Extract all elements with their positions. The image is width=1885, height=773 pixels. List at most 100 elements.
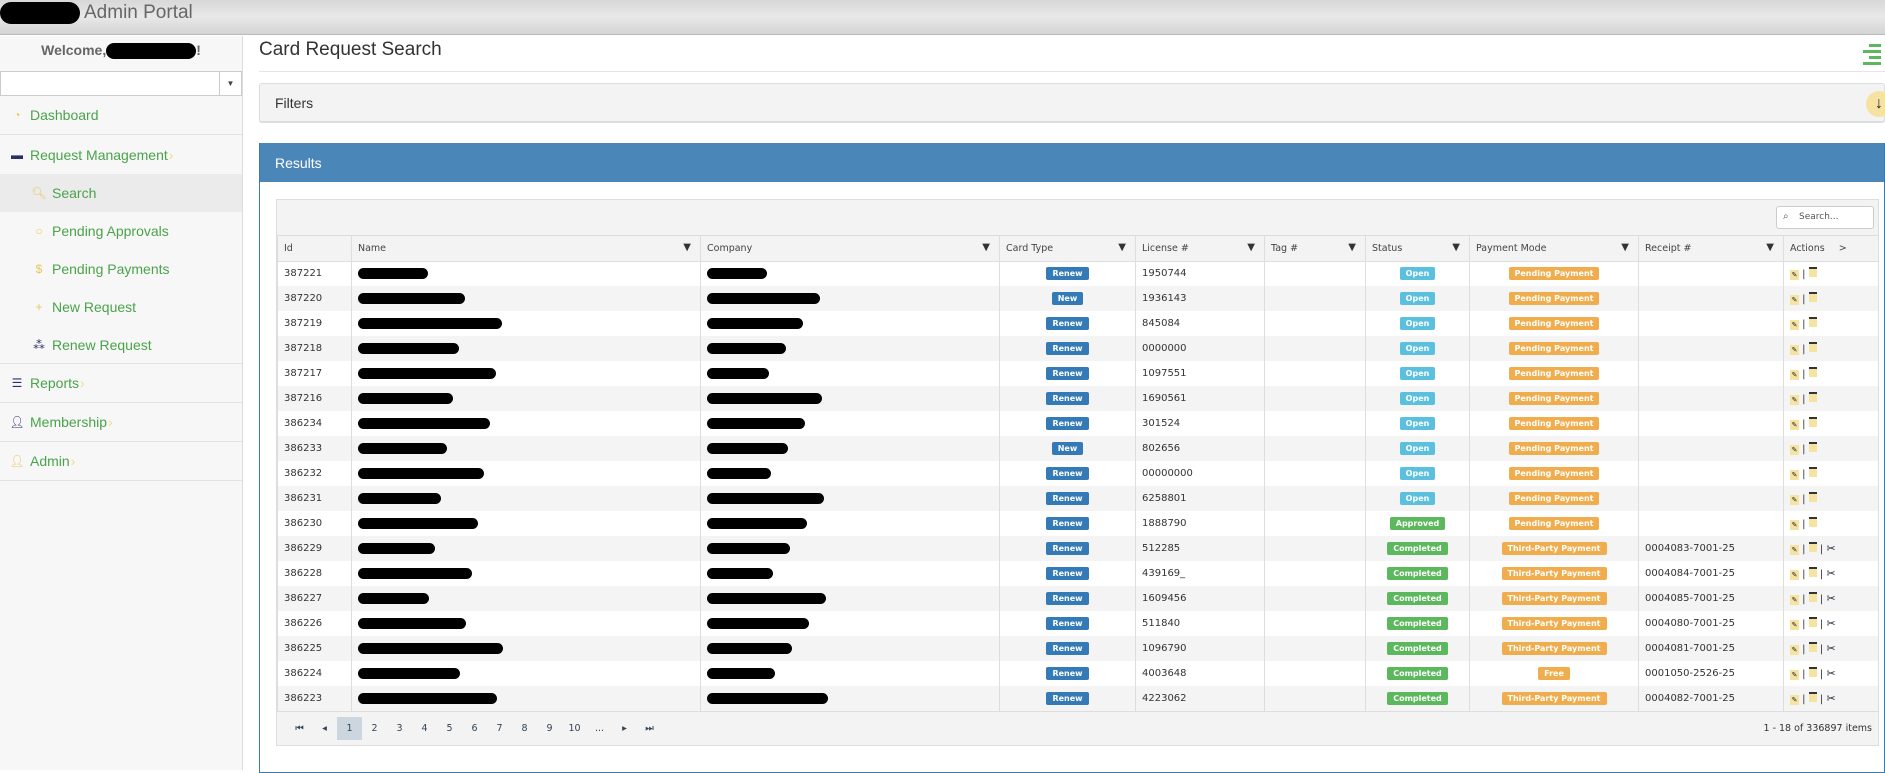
page-button[interactable]: 3: [396, 723, 403, 734]
edit-icon[interactable]: ✎: [1790, 495, 1799, 505]
table-row[interactable]: 386234 Renew 301524 Open Pending Payment ✎ |: [277, 411, 1878, 436]
sidebar-item-search[interactable]: 🔍︎ Search: [0, 174, 242, 212]
table-row[interactable]: 386230 Renew 1888790 Approved Pending Paymen…: [277, 511, 1878, 536]
receipt-icon[interactable]: ✂: [1826, 692, 1836, 705]
delete-icon[interactable]: [1808, 692, 1817, 702]
table-row[interactable]: 387217 Renew 1097551 Open Pending Payment ✎ |: [277, 361, 1878, 386]
column-header-card-type[interactable]: Card Type ▼: [999, 236, 1136, 262]
edit-icon[interactable]: ✎: [1790, 420, 1799, 430]
sidebar-item-pending-payments[interactable]: $ Pending Payments: [0, 250, 242, 288]
filter-icon[interactable]: ▼: [1118, 242, 1126, 253]
page-button[interactable]: 9: [546, 723, 553, 734]
column-header-company[interactable]: Company ▼: [700, 236, 1000, 262]
page-button[interactable]: 10: [568, 723, 581, 734]
delete-icon[interactable]: [1808, 617, 1817, 627]
sidebar-item-renew-request[interactable]: ⁂ Renew Request: [0, 326, 242, 364]
table-row[interactable]: 387216 Renew 1690561 Open Pending Payment ✎ |: [277, 386, 1878, 411]
delete-icon[interactable]: [1808, 442, 1817, 452]
table-row[interactable]: 386229 Renew 512285 Completed Third-Party Pa…: [277, 536, 1878, 561]
page-button[interactable]: 4: [421, 723, 428, 734]
table-row[interactable]: 386228 Renew 439169_ Completed Third-Party P…: [277, 561, 1878, 586]
filter-icon[interactable]: ▼: [1247, 242, 1255, 253]
page-button[interactable]: ...: [594, 723, 605, 734]
edit-icon[interactable]: ✎: [1790, 670, 1799, 680]
edit-icon[interactable]: ✎: [1790, 695, 1799, 705]
sidebar-item-request-management[interactable]: ▬ Request Management ›: [0, 135, 242, 174]
menu-icon[interactable]: [1861, 41, 1881, 65]
column-header-tag[interactable]: Tag # ▼: [1264, 236, 1366, 262]
edit-icon[interactable]: ✎: [1790, 320, 1799, 330]
delete-icon[interactable]: [1808, 342, 1817, 352]
delete-icon[interactable]: [1808, 567, 1817, 577]
column-header-name[interactable]: Name ▼: [351, 236, 701, 262]
page-button[interactable]: 2: [371, 723, 378, 734]
page-button[interactable]: 7: [496, 723, 503, 734]
table-row[interactable]: 387218 Renew 0000000 Open Pending Payment ✎ |: [277, 336, 1878, 361]
table-row[interactable]: 387221 Renew 1950744 Open Pending Payment ✎ |: [277, 261, 1878, 286]
chevron-down-icon[interactable]: ▼: [219, 72, 241, 95]
columns-more-button[interactable]: >: [1838, 242, 1847, 254]
sidebar-item-admin[interactable]: 👤︎ Admin ›: [0, 442, 242, 481]
table-row[interactable]: 386226 Renew 511840 Completed Third-Party Pa…: [277, 611, 1878, 636]
table-row[interactable]: 386231 Renew 6258801 Open Pending Payment ✎ |: [277, 486, 1878, 511]
table-row[interactable]: 386223 Renew 4223062 Completed Third-Party P…: [277, 686, 1878, 711]
edit-icon[interactable]: ✎: [1790, 545, 1799, 555]
table-row[interactable]: 386232 Renew 00000000 Open Pending Payment ✎ …: [277, 461, 1878, 486]
next-page-button[interactable]: ▸: [622, 723, 627, 734]
column-header-id[interactable]: Id: [277, 236, 352, 262]
edit-icon[interactable]: ✎: [1790, 620, 1799, 630]
delete-icon[interactable]: [1808, 317, 1817, 327]
edit-icon[interactable]: ✎: [1790, 520, 1799, 530]
table-row[interactable]: 387219 Renew 845084 Open Pending Payment ✎ |: [277, 311, 1878, 336]
filter-icon[interactable]: ▼: [982, 242, 990, 253]
table-row[interactable]: 386227 Renew 1609456 Completed Third-Party P…: [277, 586, 1878, 611]
table-row[interactable]: 387220 New 1936143 Open Pending Payment ✎ |: [277, 286, 1878, 311]
delete-icon[interactable]: [1808, 292, 1817, 302]
edit-icon[interactable]: ✎: [1790, 595, 1799, 605]
filters-panel[interactable]: Filters ↓: [259, 83, 1885, 123]
delete-icon[interactable]: [1808, 492, 1817, 502]
sidebar-item-new-request[interactable]: + New Request: [0, 288, 242, 326]
edit-icon[interactable]: ✎: [1790, 395, 1799, 405]
delete-icon[interactable]: [1808, 417, 1817, 427]
filter-icon[interactable]: ▼: [683, 242, 691, 253]
column-header-actions[interactable]: Actions >: [1783, 236, 1878, 262]
column-header-status[interactable]: Status ▼: [1365, 236, 1470, 262]
sidebar-item-membership[interactable]: 👤︎ Membership ›: [0, 403, 242, 442]
sidebar-item-dashboard[interactable]: ◔ Dashboard: [0, 96, 242, 135]
receipt-icon[interactable]: ✂: [1826, 542, 1836, 555]
table-row[interactable]: 386225 Renew 1096790 Completed Third-Party P…: [277, 636, 1878, 661]
delete-icon[interactable]: [1808, 267, 1817, 278]
page-button[interactable]: 5: [446, 723, 453, 734]
page-button[interactable]: 8: [521, 723, 528, 734]
delete-icon[interactable]: [1808, 392, 1817, 402]
page-button[interactable]: 1: [337, 717, 362, 740]
filter-icon[interactable]: ▼: [1452, 242, 1460, 253]
column-header-payment-mode[interactable]: Payment Mode ▼: [1469, 236, 1639, 262]
prev-page-button[interactable]: ◂: [322, 723, 327, 734]
receipt-icon[interactable]: ✂: [1826, 667, 1836, 680]
edit-icon[interactable]: ✎: [1790, 370, 1799, 380]
last-page-button[interactable]: ⏭: [645, 723, 654, 734]
edit-icon[interactable]: ✎: [1790, 270, 1799, 281]
first-page-button[interactable]: ⏮: [295, 723, 304, 734]
edit-icon[interactable]: ✎: [1790, 645, 1799, 655]
filter-icon[interactable]: ▼: [1766, 242, 1774, 253]
delete-icon[interactable]: [1808, 667, 1817, 677]
sidebar-item-pending-approvals[interactable]: ○ Pending Approvals: [0, 212, 242, 250]
delete-icon[interactable]: [1808, 542, 1817, 552]
edit-icon[interactable]: ✎: [1790, 570, 1799, 580]
table-row[interactable]: 386224 Renew 4003648 Completed Free 0001050-2…: [277, 661, 1878, 686]
delete-icon[interactable]: [1808, 367, 1817, 377]
receipt-icon[interactable]: ✂: [1826, 592, 1836, 605]
column-header-license[interactable]: License # ▼: [1135, 236, 1265, 262]
page-button[interactable]: 6: [471, 723, 478, 734]
filter-icon[interactable]: ▼: [1348, 242, 1356, 253]
delete-icon[interactable]: [1808, 467, 1817, 477]
delete-icon[interactable]: [1808, 642, 1817, 652]
column-header-receipt[interactable]: Receipt # ▼: [1638, 236, 1784, 262]
edit-icon[interactable]: ✎: [1790, 345, 1799, 355]
delete-icon[interactable]: [1808, 517, 1817, 527]
receipt-icon[interactable]: ✂: [1826, 642, 1836, 655]
search-input[interactable]: ⌕ Search...: [1776, 206, 1874, 229]
